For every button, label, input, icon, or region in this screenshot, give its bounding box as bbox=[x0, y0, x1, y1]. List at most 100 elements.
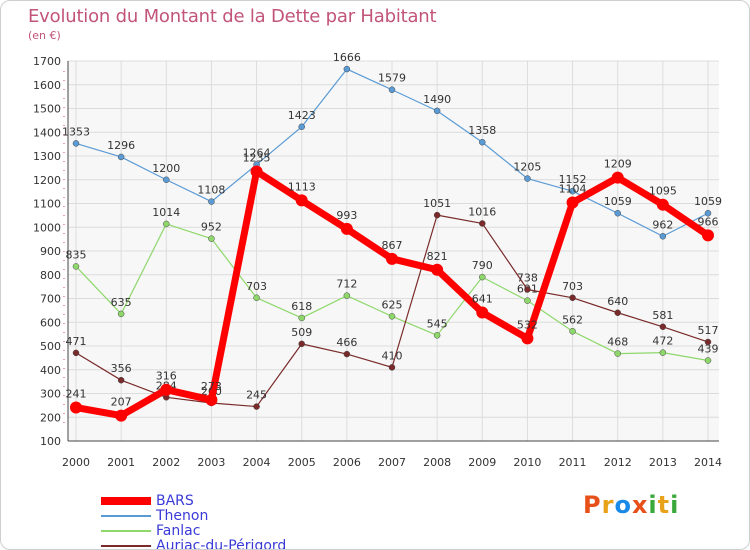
data-point bbox=[702, 229, 714, 242]
data-label: 1353 bbox=[62, 125, 90, 138]
data-label: 545 bbox=[427, 317, 448, 330]
data-label: 1200 bbox=[152, 162, 180, 175]
data-point bbox=[659, 233, 667, 240]
data-label: 1095 bbox=[649, 185, 677, 198]
x-tick-label: 2005 bbox=[288, 456, 316, 469]
legend-label: Fanlac bbox=[156, 523, 201, 539]
data-point bbox=[205, 393, 218, 406]
data-label: 1235 bbox=[243, 151, 271, 164]
data-point bbox=[521, 332, 534, 345]
y-tick-label: 700 bbox=[40, 293, 61, 306]
data-label: 1264 bbox=[243, 147, 271, 160]
data-point bbox=[115, 409, 128, 422]
y-tick-label: 1200 bbox=[33, 174, 61, 187]
data-label: 640 bbox=[607, 295, 628, 308]
data-label: 703 bbox=[562, 280, 583, 293]
data-label: 738 bbox=[517, 271, 538, 284]
data-label: 641 bbox=[472, 293, 493, 306]
y-tick-label: 1700 bbox=[33, 55, 61, 68]
logo-letter: x bbox=[631, 491, 649, 519]
y-tick-label: 1000 bbox=[33, 221, 61, 234]
data-label: 1113 bbox=[288, 180, 316, 193]
data-point bbox=[72, 349, 80, 357]
data-label: 1059 bbox=[694, 195, 722, 208]
x-tick-label: 2000 bbox=[62, 456, 90, 469]
data-label: 273 bbox=[201, 380, 222, 393]
data-label: 966 bbox=[698, 215, 719, 228]
data-point bbox=[614, 309, 621, 316]
data-label: 241 bbox=[66, 388, 87, 401]
logo-letter: i bbox=[648, 491, 658, 519]
data-point bbox=[569, 294, 576, 302]
data-point bbox=[476, 306, 489, 319]
data-point bbox=[433, 107, 441, 115]
data-point bbox=[704, 338, 712, 346]
data-point bbox=[614, 209, 621, 217]
data-point bbox=[160, 383, 173, 396]
data-point bbox=[479, 273, 486, 281]
data-label: 1108 bbox=[197, 184, 225, 197]
data-point bbox=[340, 222, 353, 235]
data-point bbox=[117, 310, 125, 318]
data-label: 1205 bbox=[513, 161, 541, 174]
data-point bbox=[72, 140, 80, 147]
legend-swatch bbox=[101, 497, 151, 505]
data-label: 1051 bbox=[423, 197, 451, 210]
y-tick-label: 900 bbox=[40, 245, 61, 258]
data-point bbox=[343, 350, 351, 358]
data-point bbox=[566, 196, 579, 209]
x-tick-label: 2006 bbox=[333, 456, 361, 469]
x-tick-label: 2010 bbox=[513, 456, 541, 469]
legend-label: Auriac-du-Périgord bbox=[156, 538, 287, 550]
data-label: 316 bbox=[156, 370, 177, 383]
data-point bbox=[431, 263, 444, 276]
data-label: 1296 bbox=[107, 139, 135, 152]
x-tick-label: 2003 bbox=[197, 456, 225, 469]
legend-label: Thenon bbox=[156, 508, 209, 524]
data-label: 207 bbox=[111, 396, 132, 409]
data-label: 790 bbox=[472, 259, 493, 272]
x-tick-label: 2014 bbox=[694, 456, 722, 469]
logo-letter: o bbox=[614, 491, 632, 519]
data-point bbox=[524, 286, 531, 293]
y-tick-label: 1100 bbox=[33, 198, 61, 211]
data-point bbox=[659, 323, 667, 331]
legend-swatch bbox=[101, 530, 151, 532]
data-point bbox=[253, 403, 260, 410]
data-label: 466 bbox=[336, 336, 357, 349]
data-point bbox=[163, 176, 170, 183]
data-point bbox=[72, 263, 80, 270]
data-label: 581 bbox=[652, 309, 673, 322]
data-point bbox=[250, 165, 263, 178]
data-label: 356 bbox=[111, 362, 132, 375]
data-point bbox=[656, 198, 669, 211]
logo-letter: P bbox=[583, 491, 602, 519]
data-point bbox=[298, 123, 305, 131]
data-label: 1016 bbox=[468, 205, 496, 218]
data-point bbox=[479, 220, 486, 227]
data-label: 703 bbox=[246, 280, 267, 293]
data-label: 245 bbox=[246, 389, 267, 402]
x-tick-label: 2002 bbox=[152, 456, 180, 469]
data-point bbox=[479, 138, 486, 146]
data-point bbox=[117, 376, 125, 384]
data-label: 562 bbox=[562, 313, 583, 326]
data-point bbox=[524, 175, 531, 182]
legend-swatch bbox=[101, 545, 151, 547]
logo-letter: r bbox=[601, 491, 615, 519]
data-point bbox=[659, 349, 667, 356]
data-label: 472 bbox=[652, 335, 673, 348]
data-point bbox=[388, 364, 396, 371]
unit-label: (en €) bbox=[28, 29, 61, 42]
logo-letter: i bbox=[670, 491, 680, 519]
data-label: 962 bbox=[652, 218, 673, 231]
x-tick-label: 2007 bbox=[378, 456, 406, 469]
x-tick-label: 2008 bbox=[423, 456, 451, 469]
y-tick-label: 400 bbox=[40, 364, 61, 377]
data-label: 509 bbox=[291, 326, 312, 339]
data-point bbox=[524, 297, 531, 304]
data-label: 835 bbox=[66, 248, 87, 261]
legend-swatch bbox=[101, 515, 151, 517]
y-tick-label: 1600 bbox=[33, 79, 61, 92]
